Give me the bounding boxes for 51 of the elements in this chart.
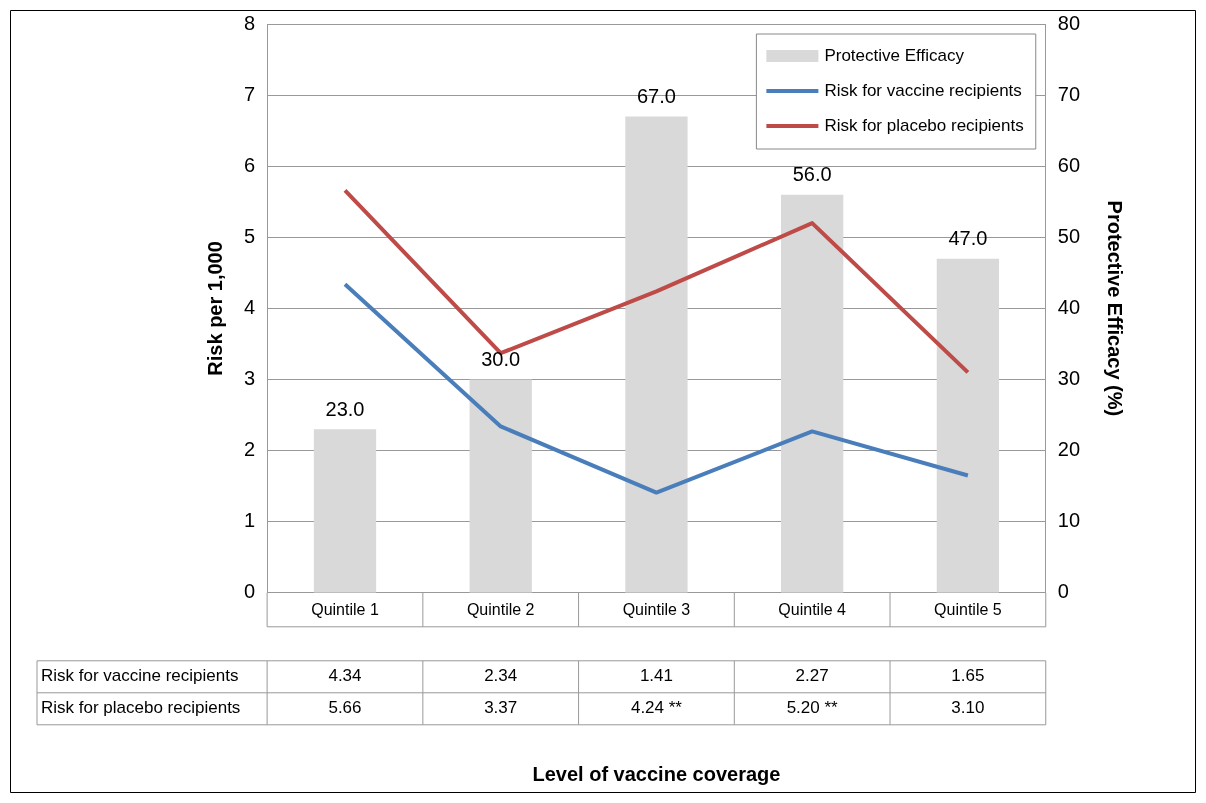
bar xyxy=(936,258,1000,593)
x-tick-label: Quintile 5 xyxy=(934,600,1002,618)
y-tick-label: 2 xyxy=(244,438,256,461)
data-label: 5.66 xyxy=(328,698,362,718)
data-label: 3.10 xyxy=(951,698,985,718)
y-axis-title: Risk per 1,000 xyxy=(203,241,226,376)
data-label: 30.0 xyxy=(481,348,521,371)
bar xyxy=(781,194,844,593)
y-tick-label: 8 xyxy=(244,11,256,34)
data-label: 4.24 ** xyxy=(630,698,683,718)
data-label: 5.20 ** xyxy=(786,698,839,718)
y2-axis-title: Protective Efficacy (%) xyxy=(1104,200,1127,417)
text: Risk for vaccine recipients xyxy=(41,666,239,686)
data-label: 56.0 xyxy=(792,163,832,186)
y-tick-label: 5 xyxy=(244,224,256,247)
bar xyxy=(469,379,532,593)
text: Risk for placebo recipients xyxy=(41,698,241,718)
data-label: 2.27 xyxy=(795,666,829,686)
y2-tick-label: 30 xyxy=(1057,367,1080,390)
y-tick-label: 1 xyxy=(244,509,256,532)
text: Level of vaccine coverage xyxy=(532,762,781,785)
x-tick-label: Quintile 3 xyxy=(622,600,691,618)
legend-label: Risk for placebo recipients xyxy=(824,115,1024,135)
y-tick-label: 6 xyxy=(244,153,256,176)
data-label: 4.34 xyxy=(328,666,362,686)
y2-tick-label: 80 xyxy=(1057,11,1080,34)
y2-tick-label: 20 xyxy=(1057,438,1080,461)
y2-tick-label: 70 xyxy=(1057,82,1080,105)
x-tick-label: Quintile 4 xyxy=(778,600,847,618)
y-tick-label: 4 xyxy=(244,295,256,318)
y2-tick-label: 10 xyxy=(1057,509,1080,532)
y-tick-label: 0 xyxy=(244,580,256,603)
y2-tick-label: 0 xyxy=(1057,580,1069,603)
y2-tick-label: 50 xyxy=(1057,224,1080,247)
data-label: 67.0 xyxy=(636,84,676,107)
y-tick-label: 7 xyxy=(244,82,256,105)
bar xyxy=(313,429,377,593)
x-tick-label: Quintile 2 xyxy=(466,600,535,618)
data-label: 2.34 xyxy=(484,666,518,686)
legend-label: Protective Efficacy xyxy=(824,45,965,65)
legend-label: Risk for vaccine recipients xyxy=(824,80,1022,100)
data-label: 23.0 xyxy=(325,397,365,420)
y2-tick-label: 40 xyxy=(1057,295,1080,318)
x-tick-label: Quintile 1 xyxy=(311,600,379,618)
data-label: 1.65 xyxy=(951,666,985,686)
data-label: 47.0 xyxy=(948,227,988,250)
y2-tick-label: 60 xyxy=(1057,153,1080,176)
bar xyxy=(625,116,688,593)
data-label: 1.41 xyxy=(639,666,673,686)
data-label: 3.37 xyxy=(484,698,518,718)
y-tick-label: 3 xyxy=(244,367,256,390)
